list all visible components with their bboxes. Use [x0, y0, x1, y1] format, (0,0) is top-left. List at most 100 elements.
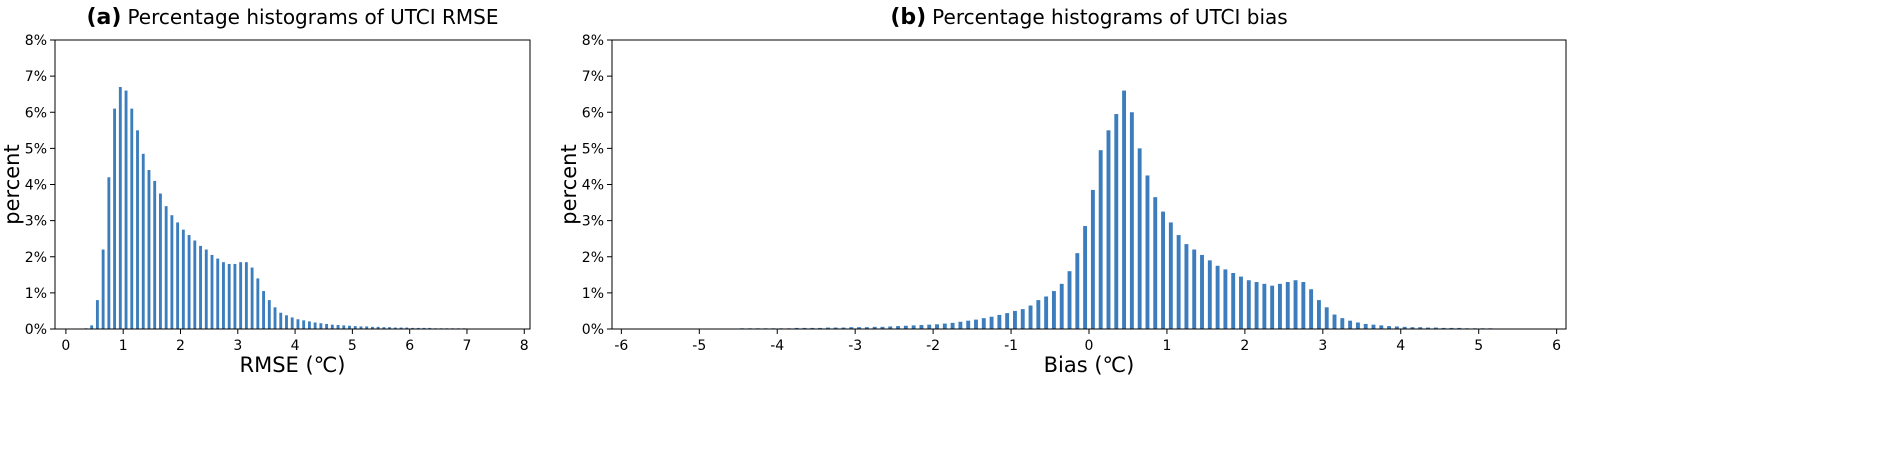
x-tick-label: 3 [233, 338, 242, 354]
bar [382, 327, 386, 329]
bar [199, 245, 202, 329]
y-tick-label: 3% [25, 214, 47, 230]
bar [422, 327, 426, 329]
bar [1059, 283, 1064, 329]
bar [113, 108, 117, 329]
bar [239, 262, 243, 329]
y-tick-label: 4% [582, 178, 604, 194]
bar [1363, 323, 1368, 329]
x-tick-label: -1 [1004, 338, 1018, 354]
bar [919, 325, 924, 329]
bar [1223, 269, 1228, 329]
bar [95, 300, 99, 329]
bar [880, 326, 885, 329]
bar [181, 229, 185, 329]
bar [1418, 327, 1423, 329]
bar [1332, 314, 1337, 329]
bar [833, 327, 838, 329]
bar [1005, 313, 1010, 329]
y-tick-label: 8% [582, 33, 604, 49]
bar [302, 320, 306, 329]
bar [864, 327, 869, 329]
bar [1090, 189, 1095, 329]
bar [222, 262, 225, 329]
bar [187, 235, 191, 329]
bar [388, 327, 392, 329]
bar [1207, 260, 1212, 329]
bar [147, 170, 151, 329]
bar [141, 153, 145, 329]
y-tick-label: 5% [582, 141, 604, 157]
x-tick-label: 4 [291, 338, 300, 354]
bar [1067, 271, 1072, 329]
bar [1371, 324, 1376, 329]
bar [1098, 150, 1103, 329]
bar [974, 319, 978, 329]
bar [136, 130, 139, 329]
bar [313, 322, 317, 329]
bar [370, 326, 374, 329]
bar [1145, 175, 1150, 329]
x-tick-label: -3 [848, 338, 862, 354]
bar [1394, 326, 1399, 329]
x-tick-label: 3 [1318, 338, 1327, 354]
y-tick-label: 7% [582, 69, 604, 85]
bar [903, 325, 908, 329]
bar [1262, 283, 1267, 329]
bar [997, 314, 1002, 329]
bar [1278, 283, 1282, 329]
y-tick-label: 3% [582, 214, 604, 230]
bar [896, 326, 900, 329]
bar [428, 327, 432, 329]
bar [1200, 254, 1204, 329]
bar [107, 177, 111, 329]
bar [164, 206, 168, 329]
bar [857, 327, 862, 329]
bar [1254, 282, 1259, 329]
bar [1355, 322, 1360, 329]
plot-frame [611, 39, 1567, 330]
x-tick-label: -4 [770, 338, 784, 354]
bar [359, 326, 363, 329]
bar [1044, 296, 1049, 329]
bar [802, 327, 807, 329]
y-tick-label: 0% [25, 322, 47, 338]
bar [233, 263, 237, 329]
bar [348, 325, 351, 329]
bar [1457, 327, 1462, 329]
x-tick-label: 1 [1162, 338, 1171, 354]
bar [1410, 327, 1415, 329]
bar [256, 278, 260, 329]
x-axis-label: Bias (℃) [1044, 353, 1135, 377]
bar [1184, 244, 1189, 329]
bar [193, 240, 197, 329]
bar [825, 327, 830, 329]
bar [794, 327, 799, 329]
x-tick-label: 2 [176, 338, 185, 354]
bar [353, 326, 357, 329]
y-tick-label: 8% [25, 33, 47, 49]
bar [296, 319, 300, 329]
bar [1426, 327, 1430, 329]
bar [1036, 300, 1041, 329]
bar [911, 325, 916, 329]
bar [273, 307, 277, 329]
bar [1340, 318, 1345, 329]
bar [1379, 325, 1384, 329]
chart-title: (a) Percentage histograms of UTCI RMSE [86, 5, 498, 30]
bar [1246, 280, 1251, 329]
bar [1402, 326, 1407, 329]
bar [849, 327, 854, 329]
bar [158, 193, 162, 329]
bar [1293, 280, 1298, 329]
bar [1114, 114, 1119, 330]
x-tick-label: 6 [405, 338, 414, 354]
bar [1231, 273, 1236, 329]
bar [1348, 320, 1353, 329]
bar [227, 263, 231, 329]
bar [1168, 222, 1173, 329]
bar [927, 324, 932, 329]
bar [1433, 327, 1438, 329]
bar [285, 315, 288, 329]
